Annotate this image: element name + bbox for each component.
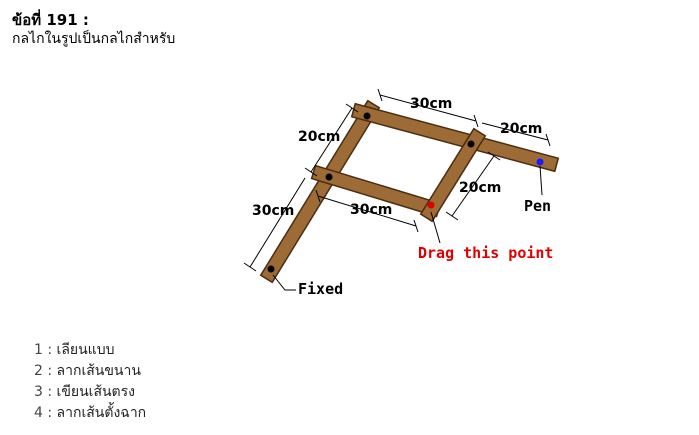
option-number: 1 :	[34, 342, 53, 358]
pivot-top-left	[363, 112, 371, 120]
label-right-mid-20cm: 20cm	[459, 180, 501, 196]
drag-leader	[430, 211, 441, 244]
option-4[interactable]: 4 : ลากเส้นตั้งฉาก	[34, 403, 146, 424]
question-text: กลไกในรูปเป็นกลไกสำหรับ	[12, 31, 176, 47]
pen-point	[536, 158, 544, 166]
label-pen: Pen	[524, 197, 551, 215]
option-number: 3 :	[34, 384, 53, 400]
label-left-20cm: 20cm	[298, 129, 340, 145]
option-2[interactable]: 2 : ลากเส้นขนาน	[34, 361, 146, 382]
drag-point[interactable]	[427, 201, 435, 209]
label-left-30cm: 30cm	[252, 203, 294, 219]
pantograph-diagram: 30cm 20cm 20cm 20cm 30cm 30cm Pen Drag t…	[243, 88, 560, 298]
dimension-lines	[243, 88, 551, 272]
fixed-leader	[272, 274, 296, 291]
option-text: เลียนแบบ	[56, 342, 115, 358]
option-text: ลากเส้นตั้งฉาก	[56, 405, 147, 421]
answer-options: 1 : เลียนแบบ 2 : ลากเส้นขนาน 3 : เขียนเส…	[34, 340, 146, 424]
label-top-right-20cm: 20cm	[500, 121, 542, 137]
option-number: 4 :	[34, 405, 53, 421]
question-header: ข้อที่ 191 : กลไกในรูปเป็นกลไกสำหรับ	[12, 10, 175, 48]
label-top-30cm: 30cm	[410, 96, 452, 112]
option-text: ลากเส้นขนาน	[56, 363, 141, 379]
pivot-middle-left	[325, 173, 333, 181]
pen-leader	[539, 165, 543, 196]
option-1[interactable]: 1 : เลียนแบบ	[34, 340, 146, 361]
pivot-top-right	[467, 140, 475, 148]
linkage-bars	[259, 99, 560, 284]
label-fixed: Fixed	[298, 280, 343, 298]
option-number: 2 :	[34, 363, 53, 379]
option-3[interactable]: 3 : เขียนเส้นตรง	[34, 382, 146, 403]
question-number: ข้อที่ 191 :	[12, 11, 89, 29]
label-bottom-30cm: 30cm	[350, 202, 392, 218]
label-drag: Drag this point	[418, 244, 553, 262]
option-text: เขียนเส้นตรง	[56, 384, 136, 400]
pivot-fixed	[267, 265, 275, 273]
